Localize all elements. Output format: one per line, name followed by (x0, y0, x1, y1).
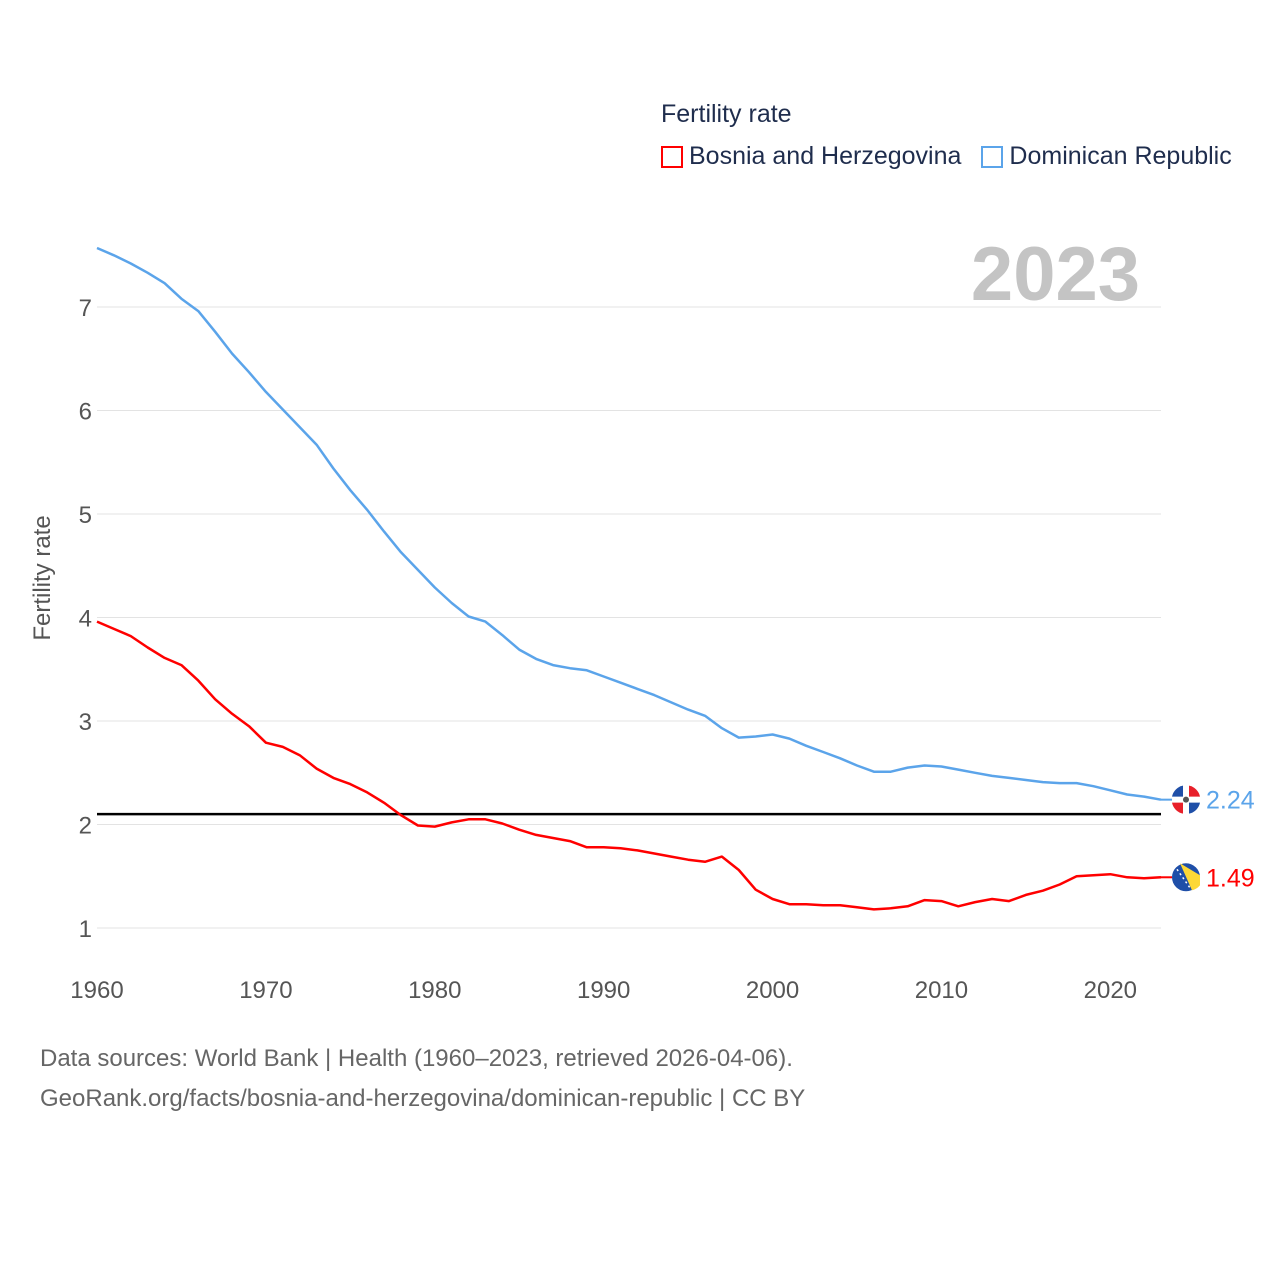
legend-title: Fertility rate (661, 100, 792, 128)
legend-item-dominican[interactable]: Dominican Republic (981, 142, 1232, 171)
x-tick-label: 2020 (1084, 977, 1137, 1004)
legend-label-dominican: Dominican Republic (1009, 142, 1232, 170)
y-tick-label: 1 (79, 916, 92, 943)
x-tick-label: 1970 (239, 977, 292, 1004)
x-tick-label: 1980 (408, 977, 461, 1004)
end-value-label: 1.49 (1206, 864, 1255, 892)
year-watermark: 2023 (971, 232, 1140, 317)
legend: Bosnia and Herzegovina Dominican Republi… (661, 142, 1232, 171)
x-tick-label: 1960 (70, 977, 123, 1004)
dominican-flag-icon (1172, 785, 1200, 814)
end-value-label: 2.24 (1206, 787, 1255, 815)
flag-triangle (1180, 863, 1200, 891)
y-tick-label: 7 (79, 295, 92, 322)
footer-link[interactable]: GeoRank.org/facts/bosnia-and-herzegovina… (40, 1085, 806, 1112)
y-tick-label: 4 (79, 606, 92, 633)
footer-sources: Data sources: World Bank | Health (1960–… (40, 1045, 793, 1072)
y-tick-label: 2 (79, 813, 92, 840)
flag-emblem (1183, 796, 1189, 803)
series-line-bosnia (96, 620, 1162, 911)
flag-q3 (1172, 802, 1183, 814)
legend-label-bosnia: Bosnia and Herzegovina (689, 142, 962, 170)
bosnia-flag-icon (1172, 863, 1200, 892)
flag-q2 (1189, 785, 1200, 797)
legend-item-bosnia[interactable]: Bosnia and Herzegovina (661, 142, 961, 171)
x-tick-label: 2000 (746, 977, 799, 1004)
flag-q4 (1189, 802, 1200, 814)
flag-stars (1176, 868, 1192, 890)
legend-swatch-dominican (981, 145, 1004, 168)
series-line-dominican (96, 246, 1162, 801)
x-tick-label: 2010 (915, 977, 968, 1004)
x-tick-label: 1990 (577, 977, 630, 1004)
flag-q1 (1172, 785, 1183, 797)
y-tick-label: 3 (79, 709, 92, 736)
y-axis-label: Fertility rate (29, 515, 56, 640)
y-tick-label: 6 (79, 399, 92, 426)
legend-swatch-bosnia (661, 145, 683, 168)
y-tick-label: 5 (79, 502, 92, 529)
